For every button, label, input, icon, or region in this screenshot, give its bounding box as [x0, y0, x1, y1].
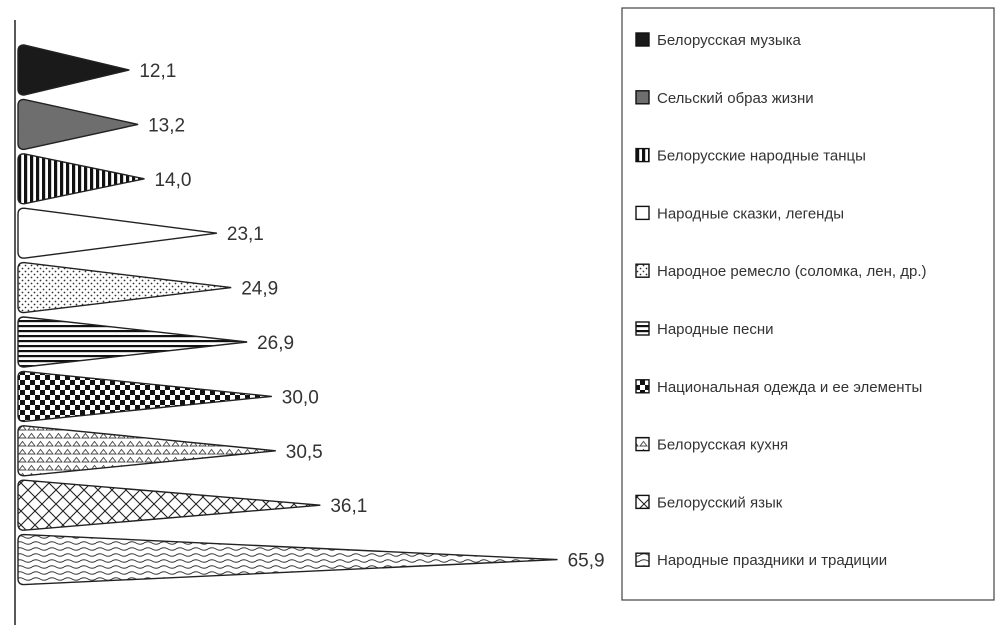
- legend-swatch-4: [635, 205, 650, 221]
- legend-swatch-8: [635, 436, 650, 452]
- legend-box: [621, 7, 995, 601]
- legend-swatch-2: [635, 90, 650, 105]
- value-label-2: 13,2: [148, 115, 185, 136]
- bar-8: [17, 425, 276, 477]
- legend-label-2: Сельский образ жизни: [657, 90, 814, 107]
- value-label-7: 30,0: [282, 387, 319, 408]
- legend-swatch-5: [635, 263, 650, 278]
- legend-label-10: Народные праздники и традиции: [657, 552, 887, 569]
- legend-label-9: Белорусский язык: [657, 494, 783, 511]
- legend-swatch-1: [635, 32, 650, 47]
- bar-6: [17, 316, 248, 368]
- value-label-1: 12,1: [139, 61, 176, 82]
- value-label-3: 14,0: [154, 170, 191, 191]
- bar-3: [17, 153, 145, 205]
- value-label-10: 65,9: [568, 551, 605, 572]
- legend-swatch-9: [635, 494, 650, 510]
- bar-4: [17, 207, 217, 259]
- bar-5: [17, 261, 232, 314]
- value-label-4: 23,1: [227, 224, 264, 245]
- bar-9: [17, 479, 321, 531]
- legend-label-6: Народные песни: [657, 321, 773, 338]
- bar-2: [17, 98, 139, 151]
- value-label-8: 30,5: [286, 442, 323, 463]
- legend-label-4: Народные сказки, легенды: [657, 205, 844, 222]
- legend-swatch-3: [635, 147, 650, 163]
- legend-label-8: Белорусская кухня: [657, 437, 788, 454]
- legend-swatch-10: [635, 552, 650, 567]
- legend-swatch-6: [635, 321, 650, 336]
- legend-label-1: Белорусская музыка: [657, 32, 802, 49]
- bar-10: [17, 533, 558, 586]
- legend-swatch-7: [635, 379, 650, 394]
- value-label-6: 26,9: [257, 333, 294, 354]
- legend-label-7: Национальная одежда и ее элементы: [657, 379, 922, 396]
- legend-label-3: Белорусские народные танцы: [657, 148, 866, 165]
- bar-7: [17, 370, 272, 423]
- bar-1: [17, 44, 130, 96]
- legend-label-5: Народное ремесло (соломка, лен, др.): [657, 263, 926, 280]
- legend: Белорусская музыка Сельский образ жизни Бе…: [621, 7, 995, 601]
- value-label-9: 36,1: [330, 496, 367, 517]
- value-label-5: 24,9: [241, 279, 278, 300]
- bars-layer: 12,1 13,2 14,0 23,1 24,9 26,9 30,0 30,5 36,1 65,9: [14, 20, 605, 625]
